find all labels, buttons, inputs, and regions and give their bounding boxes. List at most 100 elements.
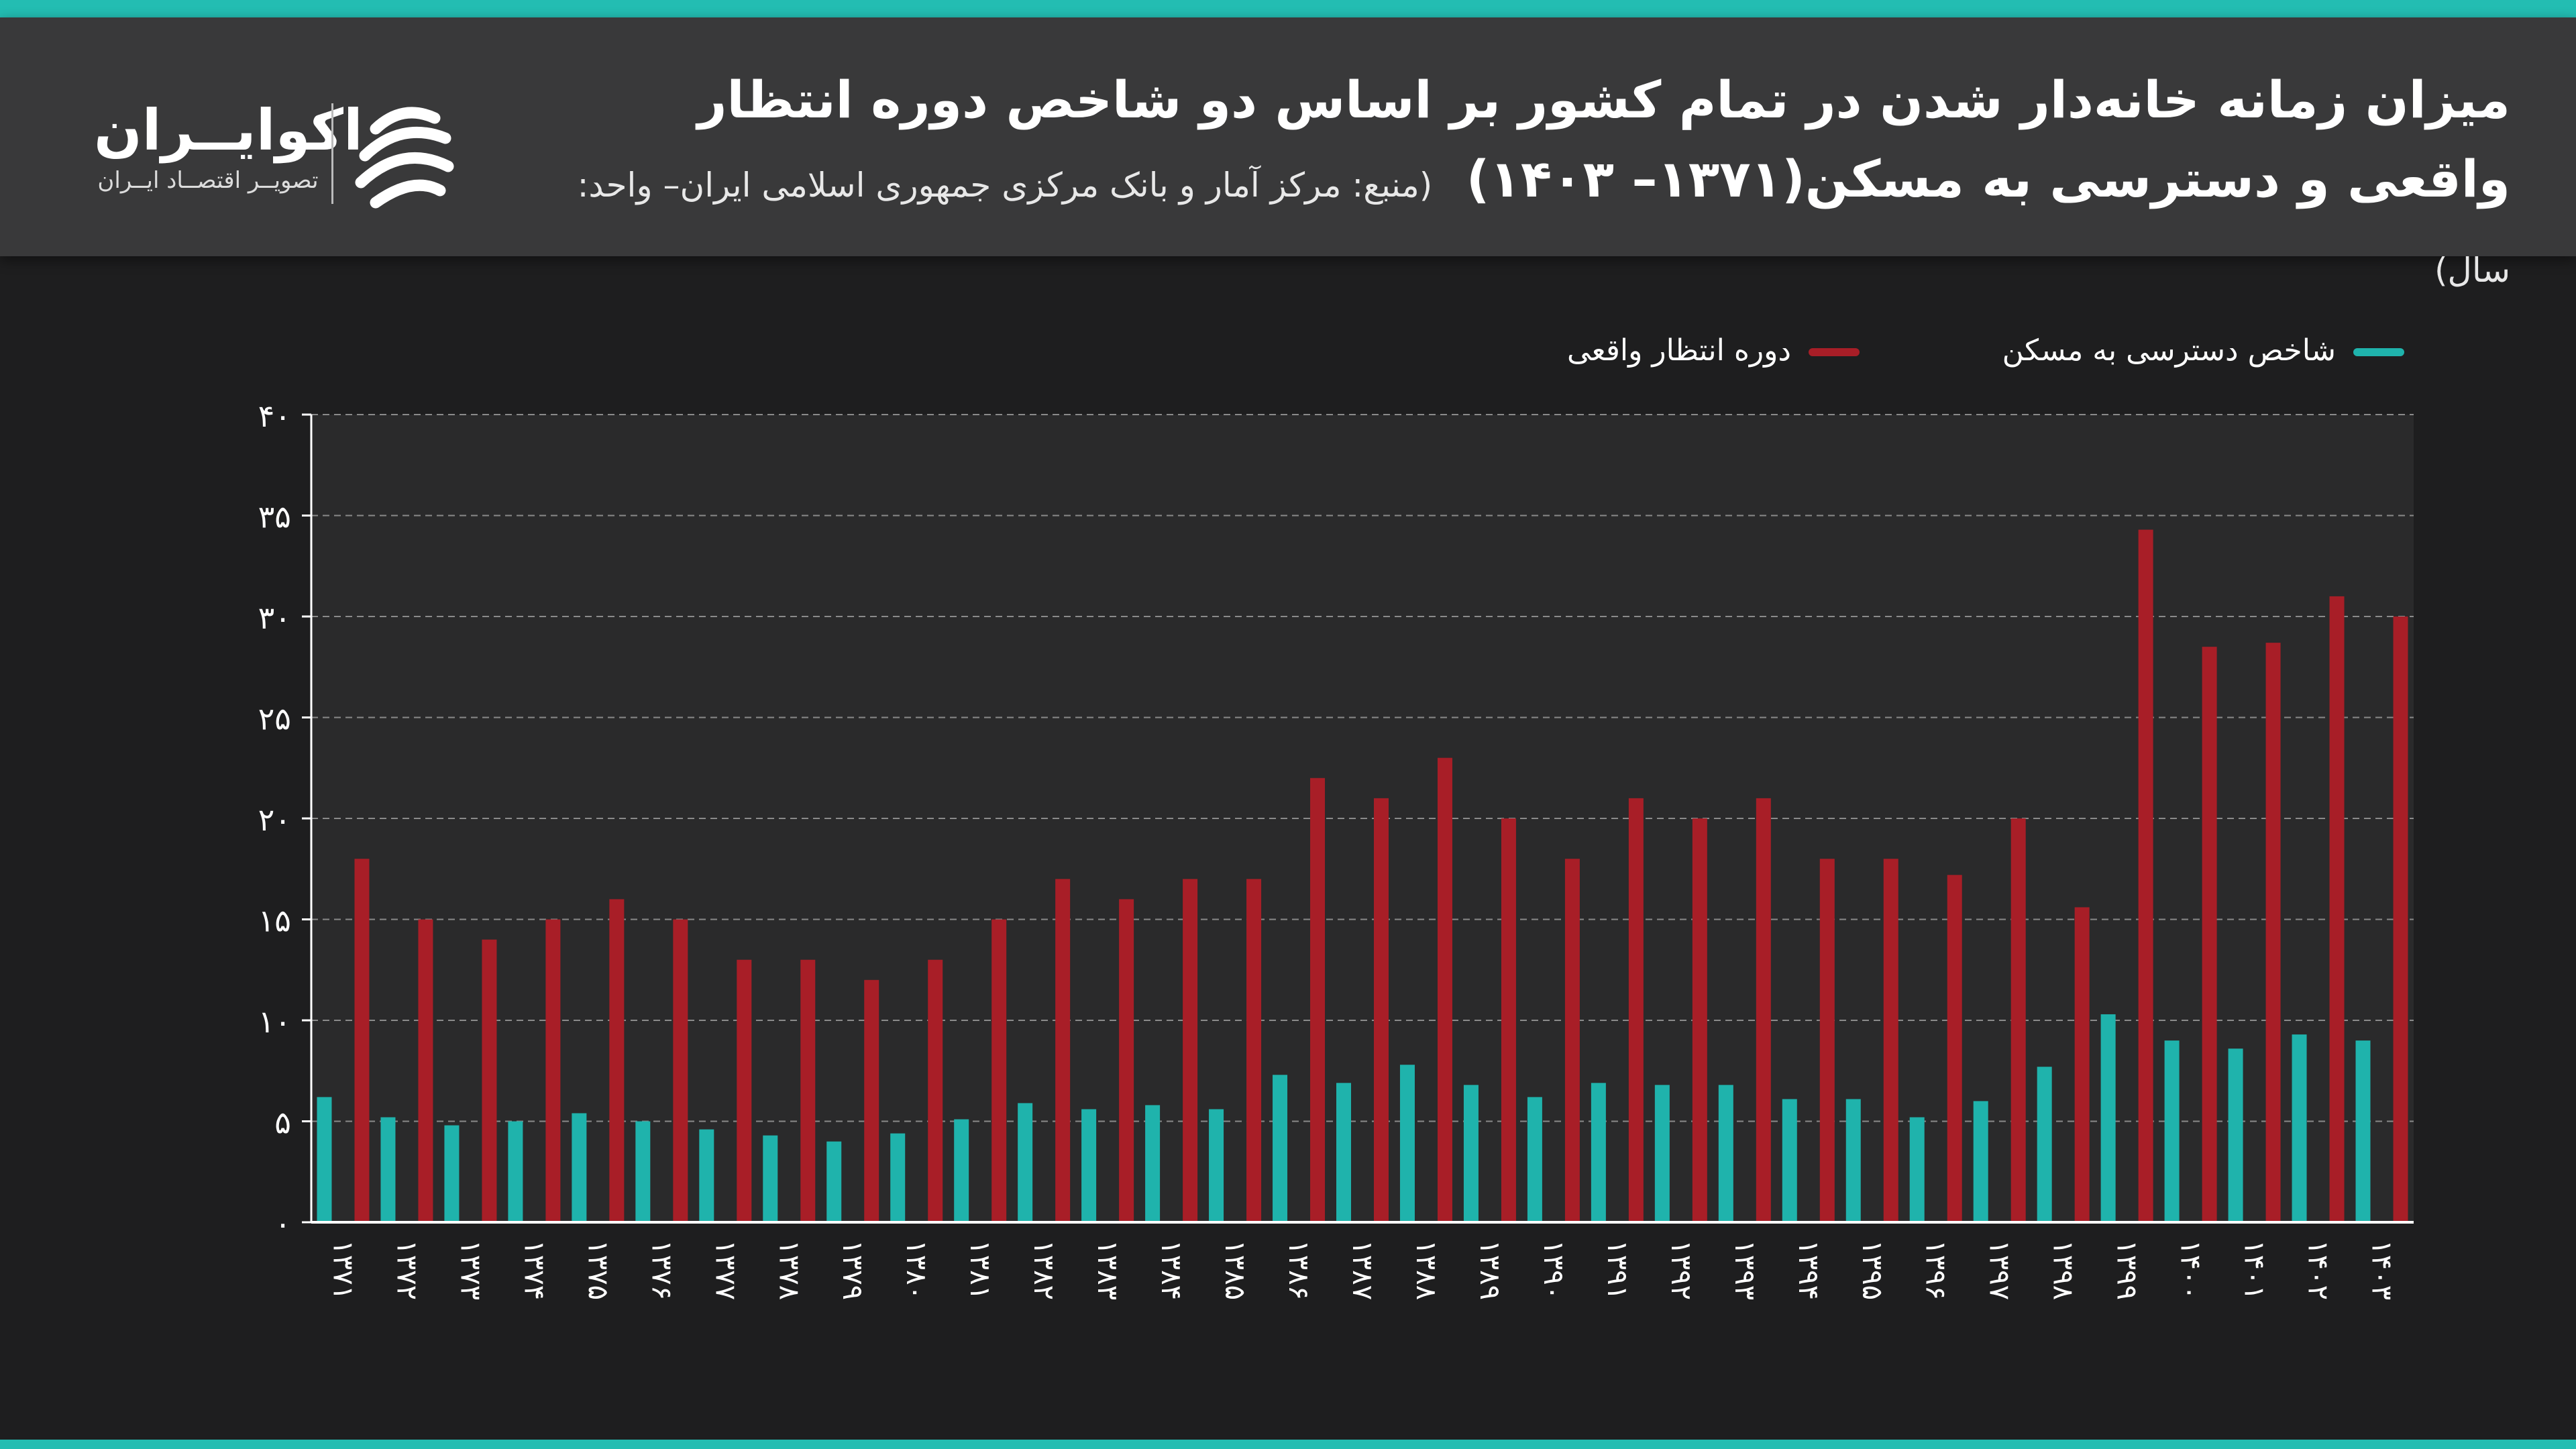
bar-access-index — [317, 1097, 332, 1222]
x-tick-label: ۱۳۷۴ — [518, 1240, 551, 1300]
x-tick-label: ۱۴۰۲ — [2302, 1240, 2335, 1300]
bar-waiting-period — [864, 979, 879, 1222]
x-tick-label: ۱۳۷۷ — [709, 1240, 742, 1300]
x-tick-label: ۱۳۹۹ — [2111, 1240, 2144, 1300]
bar-access-index — [763, 1135, 778, 1222]
legend-label-waiting-period: دوره انتظار واقعی — [1566, 333, 1791, 368]
bar-waiting-period — [482, 939, 497, 1222]
bar-access-index — [1273, 1075, 1288, 1222]
x-tick-label: ۱۳۹۵ — [1856, 1240, 1889, 1300]
logo-tagline: تصویــر اقتصــاد ایــران — [97, 167, 319, 194]
chart-title: میزان زمانه خانه‌دار شدن در تمام کشور بر… — [565, 60, 2510, 310]
x-tick-label: ۱۳۷۵ — [582, 1240, 614, 1300]
x-tick-label: ۱۳۸۷ — [1346, 1240, 1379, 1300]
y-tick-label: ۴۰ — [258, 398, 291, 434]
bar-access-index — [954, 1119, 969, 1222]
bar-access-index — [1336, 1083, 1351, 1222]
bar-waiting-period — [1756, 798, 1771, 1222]
x-tick-label: ۱۳۸۰ — [900, 1240, 933, 1300]
x-tick-label: ۱۳۹۱ — [1601, 1240, 1634, 1300]
bar-access-index — [1209, 1109, 1224, 1222]
x-tick-label: ۱۴۰۰ — [2175, 1240, 2208, 1300]
bar-access-index — [1527, 1097, 1542, 1222]
bar-waiting-period — [1055, 879, 1071, 1222]
bar-access-index — [1145, 1105, 1161, 1222]
logo-divider — [331, 103, 333, 204]
bar-access-index — [890, 1133, 906, 1222]
bar-access-index — [1654, 1085, 1670, 1222]
bar-access-index — [699, 1129, 714, 1222]
bar-waiting-period — [1374, 798, 1389, 1222]
bar-waiting-period — [1119, 899, 1134, 1222]
logo-text: اکوایــران تصویــر اقتصــاد ایــران — [94, 97, 363, 197]
legend-item-waiting-period: دوره انتظار واقعی — [1567, 327, 1860, 374]
logo-name: اکوایــران — [94, 97, 363, 163]
bar-waiting-period — [1947, 875, 1962, 1222]
bar-waiting-period — [1692, 818, 1707, 1222]
y-tick-label: ۳۵ — [258, 499, 291, 535]
bar-access-index — [2355, 1040, 2371, 1222]
y-tick-label: ۲۵ — [258, 701, 291, 737]
y-tick-label: ۱۰ — [258, 1004, 291, 1040]
bar-access-index — [444, 1125, 460, 1222]
bar-waiting-period — [1183, 879, 1198, 1222]
legend-swatch-teal — [2353, 348, 2404, 356]
legend-label-access-index: شاخص دسترسی به مسکن — [2002, 333, 2336, 368]
bar-waiting-period — [545, 919, 561, 1222]
bar-waiting-period — [1310, 777, 1326, 1222]
x-tick-label: ۱۳۹۴ — [1792, 1240, 1825, 1300]
x-tick-label: ۱۳۸۵ — [1219, 1240, 1252, 1300]
bar-waiting-period — [2329, 596, 2345, 1222]
x-tick-label: ۱۳۸۶ — [1283, 1240, 1316, 1300]
bar-waiting-period — [1883, 859, 1898, 1222]
y-tick-label: ۱۵ — [258, 903, 291, 939]
bar-waiting-period — [2074, 907, 2090, 1222]
bar-access-index — [1591, 1083, 1606, 1222]
y-tick-label: ۰ — [274, 1205, 291, 1242]
header-panel: میزان زمانه خانه‌دار شدن در تمام کشور بر… — [0, 17, 2576, 290]
x-tick-label: ۱۳۹۲ — [1665, 1240, 1698, 1300]
bar-access-index — [1081, 1109, 1097, 1222]
x-tick-label: ۱۳۷۸ — [773, 1240, 806, 1300]
bar-waiting-period — [2202, 647, 2217, 1222]
bar-waiting-period — [1628, 798, 1644, 1222]
bar-access-index — [635, 1121, 651, 1222]
bar-waiting-period — [609, 899, 625, 1222]
bar-access-index — [2037, 1067, 2052, 1222]
bar-access-index — [1718, 1085, 1733, 1222]
bar-access-index — [1018, 1103, 1033, 1222]
x-tick-label: ۱۳۷۳ — [454, 1240, 487, 1300]
bar-waiting-period — [673, 919, 688, 1222]
bar-access-index — [572, 1113, 587, 1222]
x-tick-label: ۱۳۸۳ — [1091, 1240, 1124, 1300]
x-tick-label: ۱۳۷۱ — [327, 1240, 360, 1300]
bar-access-index — [2164, 1040, 2180, 1222]
x-tick-label: ۱۳۸۸ — [1410, 1240, 1443, 1300]
x-tick-label: ۱۴۰۱ — [2239, 1240, 2271, 1300]
bar-waiting-period — [800, 959, 816, 1222]
bottom-accent-stripe — [0, 1440, 2576, 1449]
bar-access-index — [2292, 1034, 2307, 1222]
x-tick-label: ۱۳۹۶ — [1920, 1240, 1953, 1300]
x-tick-label: ۱۳۷۶ — [645, 1240, 678, 1300]
x-tick-label: ۱۴۰۳ — [2366, 1240, 2399, 1300]
x-tick-label: ۱۳۷۲ — [390, 1240, 423, 1300]
bar-access-index — [2228, 1049, 2243, 1222]
bar-waiting-period — [2010, 818, 2026, 1222]
bar-waiting-period — [991, 919, 1007, 1222]
top-accent-stripe — [0, 0, 2576, 17]
legend-item-access-index: شاخص دسترسی به مسکن — [2002, 327, 2404, 374]
x-tick-label: ۱۳۹۷ — [1984, 1240, 2017, 1300]
x-tick-label: ۱۳۹۰ — [1538, 1240, 1570, 1300]
bar-access-index — [1782, 1099, 1797, 1222]
x-tick-label: ۱۳۸۴ — [1155, 1240, 1188, 1300]
bar-access-index — [2100, 1014, 2116, 1222]
bar-access-index — [1463, 1085, 1479, 1222]
bar-access-index — [380, 1117, 396, 1222]
bar-waiting-period — [2265, 643, 2281, 1222]
x-tick-label: ۱۳۹۸ — [2047, 1240, 2080, 1300]
ecoiran-swirl-icon — [355, 107, 454, 209]
bar-waiting-period — [2393, 616, 2408, 1222]
